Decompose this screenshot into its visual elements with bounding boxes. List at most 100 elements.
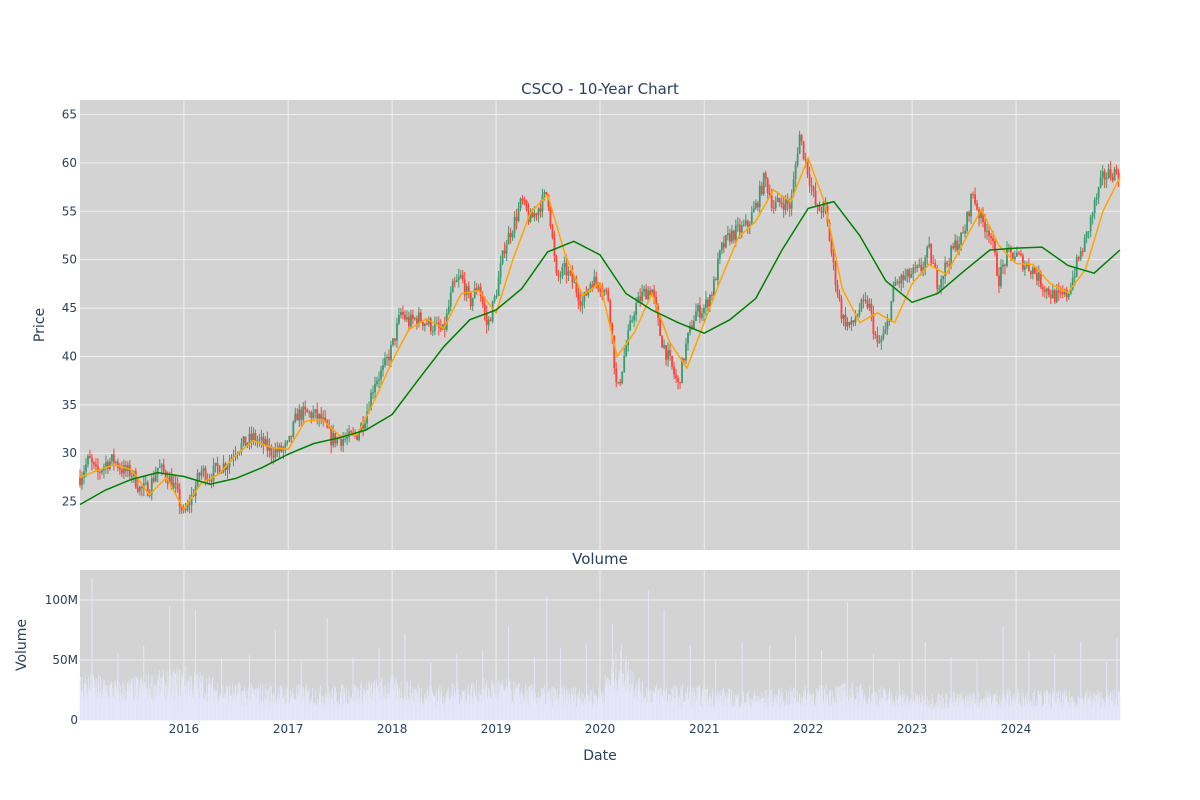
candle-body — [996, 252, 998, 276]
volume-bar — [226, 685, 227, 720]
volume-bar — [99, 692, 101, 720]
volume-bar — [308, 688, 310, 720]
volume-bar — [185, 666, 187, 720]
volume-spike-bar — [169, 606, 171, 720]
volume-bar — [937, 706, 939, 720]
volume-bar — [481, 702, 483, 720]
volume-bar — [357, 700, 359, 720]
volume-bar — [626, 674, 628, 720]
volume-bar — [230, 696, 231, 720]
volume-bar — [144, 683, 145, 720]
volume-bar — [704, 698, 706, 720]
volume-spike-bar — [430, 662, 432, 720]
volume-bar — [390, 676, 392, 720]
candle-body — [742, 224, 745, 226]
volume-bar — [1067, 702, 1069, 720]
volume-bar — [1013, 693, 1015, 720]
volume-bar — [930, 704, 932, 720]
candle-body — [1010, 247, 1012, 253]
volume-bar — [204, 692, 206, 720]
volume-bar — [318, 693, 320, 720]
candle-body — [136, 487, 139, 492]
candle-body — [916, 265, 919, 268]
volume-bar — [591, 703, 593, 720]
volume-bar — [104, 685, 106, 720]
volume-bar — [974, 704, 976, 720]
volume-bar — [517, 688, 518, 720]
volume-bar — [643, 701, 645, 720]
volume-bar — [305, 688, 306, 720]
candle-body — [523, 200, 526, 202]
volume-bar — [1012, 700, 1013, 720]
candle-body — [713, 279, 715, 296]
volume-bar — [818, 692, 820, 720]
volume-bar — [556, 688, 558, 720]
volume-bar — [296, 697, 298, 720]
volume-bar — [196, 673, 198, 720]
volume-bar — [1118, 690, 1120, 720]
volume-bar — [952, 693, 954, 720]
volume-bar — [625, 655, 627, 720]
volume-spike-bar — [1002, 626, 1004, 720]
volume-bar — [183, 693, 185, 720]
volume-bar — [1068, 690, 1070, 720]
candle-body — [966, 212, 968, 231]
volume-bar — [910, 698, 911, 720]
volume-bar — [724, 692, 726, 720]
volume-bar — [844, 683, 846, 720]
volume-bar — [409, 685, 411, 720]
volume-spike-bar — [611, 624, 613, 720]
volume-bar — [326, 701, 327, 720]
volume-bar — [654, 691, 656, 720]
candle-body — [525, 200, 528, 211]
candle-body — [613, 336, 616, 369]
candle-body — [320, 414, 323, 421]
volume-bar — [299, 690, 301, 720]
volume-bar — [969, 692, 971, 720]
volume-bar — [618, 675, 620, 720]
volume-bar — [510, 688, 511, 720]
volume-bar — [1109, 691, 1111, 720]
volume-bar — [226, 688, 228, 720]
volume-bar — [862, 689, 863, 720]
candle-body — [734, 225, 737, 240]
volume-bar — [647, 702, 649, 720]
volume-bar — [1100, 707, 1101, 720]
volume-bar — [398, 690, 399, 720]
volume-bar — [833, 696, 834, 720]
volume-bar — [871, 693, 873, 720]
volume-bar — [978, 690, 980, 720]
volume-bar — [474, 694, 476, 720]
candle-body — [655, 297, 658, 307]
volume-bar — [214, 687, 215, 720]
volume-bar — [428, 697, 430, 720]
volume-bar — [529, 686, 530, 720]
candle-body — [146, 482, 149, 496]
volume-bar — [345, 698, 347, 720]
candle-body — [455, 280, 458, 283]
volume-bar — [1024, 699, 1026, 720]
volume-bar — [809, 695, 810, 720]
volume-bar — [740, 702, 742, 720]
volume-bar — [268, 688, 269, 720]
volume-bar — [660, 688, 662, 720]
volume-bar — [743, 702, 745, 720]
volume-bar — [526, 689, 527, 720]
volume-bar — [488, 689, 490, 720]
volume-bar — [124, 688, 126, 720]
candle-body — [1002, 264, 1004, 267]
volume-bar — [476, 679, 477, 720]
volume-bar — [399, 697, 401, 720]
volume-bar — [965, 695, 967, 720]
volume-bar — [530, 691, 532, 720]
volume-bar — [675, 685, 677, 720]
volume-bar — [484, 698, 485, 720]
volume-bar — [707, 699, 709, 720]
candle-body — [497, 277, 500, 296]
candle-body — [105, 461, 107, 467]
volume-bar — [300, 685, 301, 720]
volume-bar — [722, 701, 724, 720]
volume-bar — [415, 689, 416, 720]
volume-bar — [146, 700, 148, 720]
volume-bar — [257, 684, 259, 720]
